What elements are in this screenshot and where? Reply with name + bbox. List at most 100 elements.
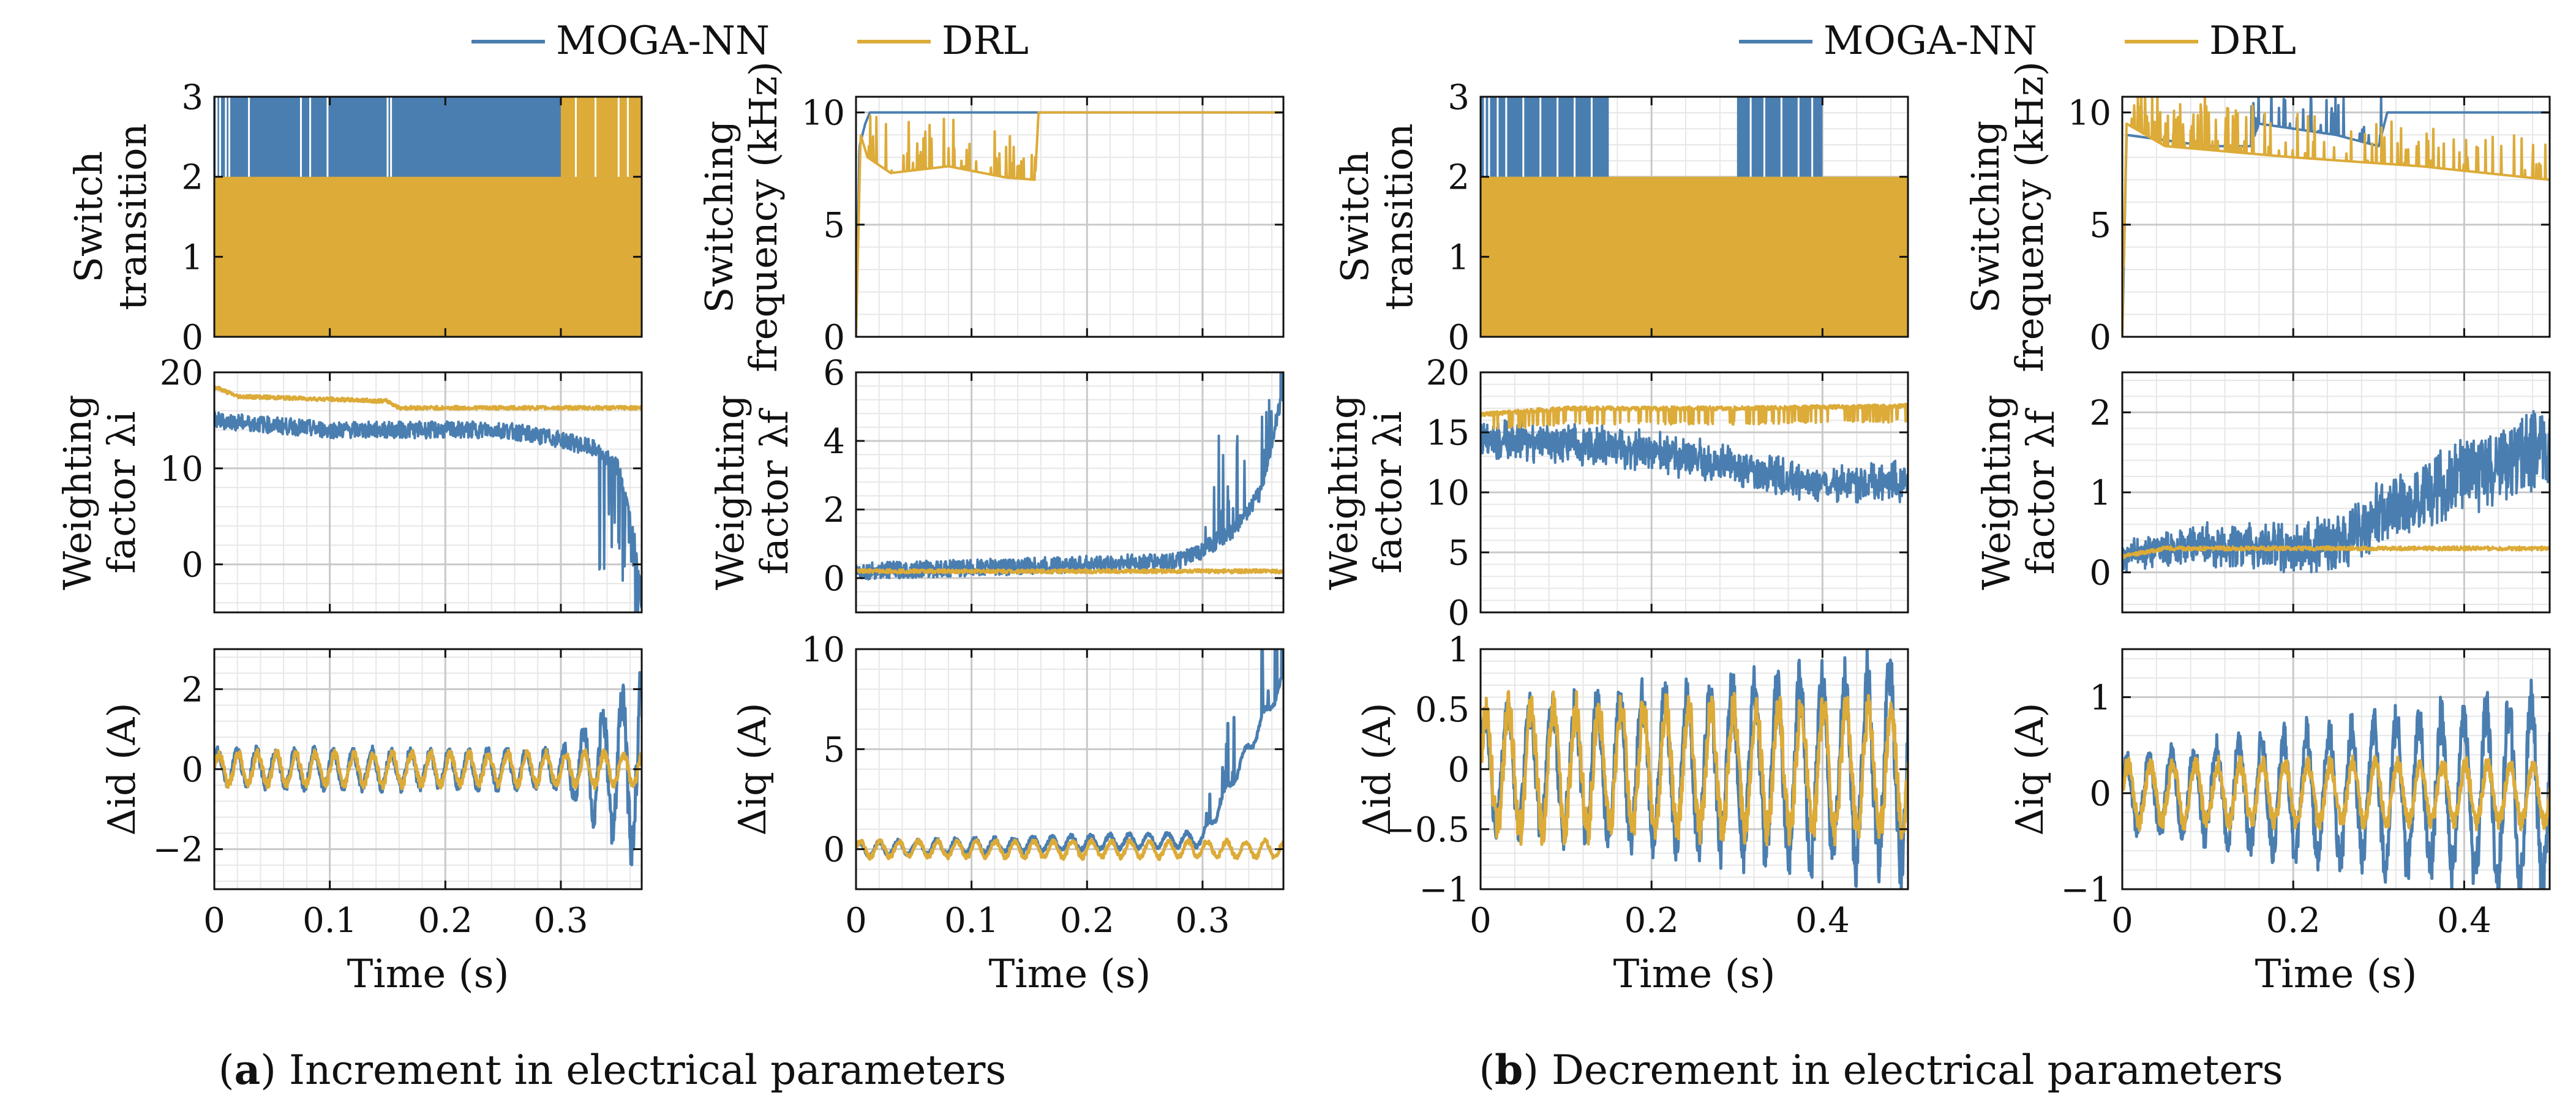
series-moga-nn-line xyxy=(856,649,1283,859)
y-axis-label: Δid (A) xyxy=(99,702,144,835)
plot-area xyxy=(214,671,642,867)
plot-area xyxy=(2122,679,2550,889)
plot-area xyxy=(2122,97,2550,337)
y-axis-label-line: Switching xyxy=(697,121,742,313)
y-axis-label-line: Δid (A) xyxy=(99,702,144,835)
y-tick-label: 0.5 xyxy=(1415,690,1470,730)
y-axis-label-line: Switch xyxy=(1332,151,1377,283)
y-axis-label: Δiq (A) xyxy=(730,702,775,835)
legend-drl-label: DRL xyxy=(942,18,1029,64)
y-axis-label-line: Weighting xyxy=(1321,394,1366,590)
y-axis-label-line: Δiq (A) xyxy=(730,702,775,835)
x-tick-label: 0.2 xyxy=(1624,901,1679,941)
y-tick-label: 10 xyxy=(2068,94,2111,134)
y-tick-label: 0 xyxy=(1448,750,1470,790)
y-axis-label: Weightingfactor λi xyxy=(55,394,144,590)
series-moga-nn-line xyxy=(2122,410,2550,574)
y-axis-label-line: transition xyxy=(110,123,155,310)
y-axis-label-line: factor λf xyxy=(2018,408,2063,575)
y-tick-label: 0 xyxy=(181,546,203,585)
x-tick-label: 0.1 xyxy=(302,901,357,941)
x-tick-label: 0.4 xyxy=(1795,901,1850,941)
y-axis-label-line: factor λf xyxy=(752,408,797,575)
y-tick-label: 10 xyxy=(1426,473,1470,513)
y-axis-label: Switchtransition xyxy=(66,123,155,310)
legend-moga-label: MOGA-NN xyxy=(1823,18,2037,64)
y-tick-label: 10 xyxy=(802,630,845,670)
caption-b-letter: b xyxy=(1495,1046,1523,1094)
series-moga-nn-area xyxy=(1481,97,1609,177)
y-tick-label: 0 xyxy=(1448,318,1470,358)
series-moga-nn-line xyxy=(2122,679,2550,889)
x-axis-label: Time (s) xyxy=(1613,952,1776,997)
series-drl-line xyxy=(856,837,1283,862)
y-tick-label: 5 xyxy=(1448,533,1470,573)
y-tick-label: 0 xyxy=(2089,554,2111,593)
y-tick-label: 5 xyxy=(823,730,845,770)
y-axis-label-line: Weighting xyxy=(1974,394,2019,590)
x-axis-label: Time (s) xyxy=(2255,952,2417,997)
x-tick-label: 0.4 xyxy=(2437,901,2492,941)
y-axis-label-line: transition xyxy=(1376,123,1421,310)
x-tick-label: 0 xyxy=(2111,901,2133,941)
caption-a-close: ) xyxy=(260,1047,289,1094)
chart-panel-b-lambda-f: 0 1 2 Weightingfactor λf xyxy=(1974,371,2551,614)
series-moga-nn-line xyxy=(214,411,642,612)
series-drl-area-high xyxy=(560,97,642,177)
y-axis-label-line: Switch xyxy=(66,151,111,283)
y-tick-label: 20 xyxy=(1426,353,1470,393)
chart-panel-b-switch: 0 1 2 3 Switchtransition xyxy=(1332,78,1909,358)
plot-area xyxy=(856,111,1283,337)
series-drl-line xyxy=(2122,754,2550,832)
chart-panel-a-freq: 0 5 10 Switchingfrequency (kHz) xyxy=(697,61,1285,372)
caption-b: (b) Decrement in electrical parameters xyxy=(1479,1046,2283,1094)
y-tick-label: 0 xyxy=(181,750,203,790)
caption-b-close: ) xyxy=(1523,1047,1552,1094)
x-tick-label: 0 xyxy=(845,901,867,941)
chart-panel-a-lambda-f: 0 2 4 6 Weightingfactor λf xyxy=(708,353,1285,614)
caption-a-text: Increment in electrical parameters xyxy=(289,1047,1006,1094)
y-tick-label: 2 xyxy=(181,158,203,198)
x-tick-label: 0 xyxy=(203,901,225,941)
x-axis-label: Time (s) xyxy=(989,952,1151,997)
series-drl-area xyxy=(1481,176,1908,337)
x-axis-label: Time (s) xyxy=(347,952,509,997)
y-axis-label: Weightingfactor λf xyxy=(1974,394,2063,590)
caption-b-open: ( xyxy=(1479,1047,1495,1094)
y-axis-label-line: Weighting xyxy=(708,394,753,590)
y-tick-label: 0 xyxy=(2089,318,2111,358)
y-tick-label: 5 xyxy=(823,206,845,246)
y-tick-label: 10 xyxy=(802,94,845,134)
y-tick-label: 1 xyxy=(1448,630,1470,670)
y-tick-label: 0 xyxy=(823,318,845,358)
series-drl-line xyxy=(856,568,1283,574)
x-tick-label: 0.1 xyxy=(944,901,999,941)
chart-panel-b-lambda-i: 0 5 10 15 20 Weightingfactor λi xyxy=(1321,353,1909,633)
y-axis-label-line: factor λi xyxy=(1365,411,1410,573)
y-tick-label: 10 xyxy=(160,449,203,489)
plot-area xyxy=(856,649,1283,862)
x-tick-label: 0 xyxy=(1470,901,1492,941)
caption-a: (a) Increment in electrical parameters xyxy=(219,1046,1007,1094)
y-tick-label: 1 xyxy=(2089,678,2111,718)
y-axis-label-line: Weighting xyxy=(55,394,100,590)
y-tick-label: 0 xyxy=(823,830,845,870)
x-tick-label: 0.2 xyxy=(1060,901,1114,941)
y-tick-label: −2 xyxy=(152,830,203,870)
legend-moga-label: MOGA-NN xyxy=(556,18,770,64)
y-tick-label: −1 xyxy=(1419,870,1470,910)
series-drl-line xyxy=(1481,690,1908,847)
plot-frame xyxy=(213,96,643,338)
y-tick-label: 1 xyxy=(181,238,203,277)
plot-frame xyxy=(213,371,643,614)
plot-area xyxy=(1481,402,1908,504)
series-drl-line xyxy=(2122,97,2550,337)
caption-b-text: Decrement in electrical parameters xyxy=(1552,1047,2283,1094)
y-tick-label: −1 xyxy=(2060,870,2111,910)
chart-panel-b-freq: 0 5 10 Switchingfrequency (kHz) xyxy=(1963,61,2551,372)
plot-area xyxy=(214,385,642,612)
chart-panel-b-delta-id: −1 −0.5 0 0.5 1 0 0.2 0.4 Time (s) Δid (A) xyxy=(1354,630,1909,997)
y-tick-label: 5 xyxy=(2089,206,2111,246)
